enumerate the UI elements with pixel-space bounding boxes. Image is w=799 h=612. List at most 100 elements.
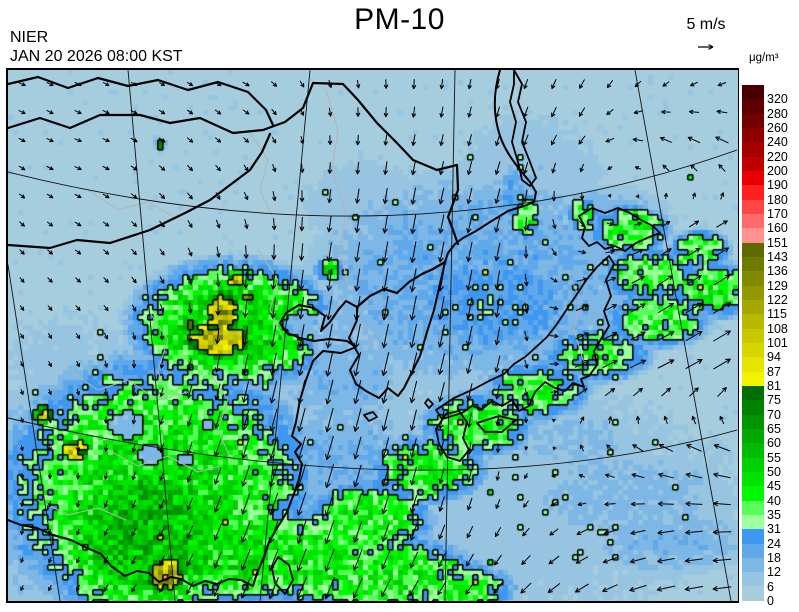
country-border-line [8,132,272,250]
legend-segment [742,142,764,157]
legend-segment [742,371,764,386]
legend-segment [742,500,764,515]
page-title: PM-10 [354,3,445,36]
wind-scale-arrow-icon [663,38,749,56]
legend-label: 129 [767,278,788,293]
country-border-line [8,81,460,246]
graticule-line [259,70,311,601]
country-border-line [8,75,275,127]
legend-label: 180 [767,192,788,207]
legend-segment [742,256,764,272]
mainland-coastline [8,70,537,587]
legend-label: 94 [767,350,781,365]
legend-label: 115 [767,307,787,322]
legend-label: 65 [767,422,781,436]
legend-segment [742,99,764,114]
island-taiwan [271,556,294,595]
legend-label: 160 [767,221,788,236]
legend-segment [742,299,764,315]
country-border-line [355,260,447,309]
legend-label: 190 [767,178,788,193]
island-hokkaido [578,207,661,252]
legend-label: 200 [767,164,788,178]
legend-segment [742,242,764,257]
legend-segment [742,185,764,200]
source-label: NIER [10,29,49,46]
legend-label: 108 [767,321,788,336]
admin-border-line [107,449,221,473]
legend-label: 320 [767,92,788,107]
legend-label: 12 [767,565,781,580]
legend-label: 101 [767,336,788,350]
legend-label: 136 [767,264,788,279]
legend-segment [742,228,764,243]
colorbar [742,85,764,601]
legend-segment [742,529,764,544]
legend-label: 87 [767,364,781,379]
legend-segment [742,170,764,186]
map-frame [6,68,739,603]
admin-border-line [359,321,375,349]
legend-segment [742,414,764,429]
legend-label: 75 [767,393,781,408]
legend-segment [742,113,764,128]
legend-segment [742,357,764,372]
legend-segment [742,127,764,143]
legend-label: 40 [767,493,781,508]
wind-scale-label: 5 m/s [686,16,726,33]
legend-segment [742,85,764,100]
graticule-line [444,70,456,601]
legend-label: 170 [767,207,788,221]
admin-border-line [67,369,189,401]
wind-arrow-shafts [18,78,732,600]
datetime-label: JAN 20 2026 08:00 KST [10,48,183,65]
legend-segment [742,156,764,171]
legend-segment [742,385,764,401]
graticule-line [634,70,732,601]
legend-label: 60 [767,436,781,451]
legend-label: 122 [767,293,788,307]
graticule-line [8,264,61,601]
island-honshu [435,255,615,420]
legend-label: 70 [767,407,781,422]
legend-segment [742,457,764,472]
island-tsushima [424,398,434,409]
legend-segment [742,314,764,329]
unit-label: μg/m³ [749,52,779,64]
legend-segment [742,586,764,601]
graticule-line [8,149,737,217]
legend-segment [742,428,764,444]
legend-label: 0 [767,594,774,608]
map-overlay [8,70,737,601]
graticule-line [127,70,176,601]
legend-label: 220 [767,149,788,164]
legend-segment [742,471,764,487]
legend-label: 55 [767,450,781,465]
island-shikoku [476,415,517,433]
legend-segment [742,514,764,530]
legend-label: 6 [767,579,774,594]
admin-border-line [37,499,127,521]
legend-segment [742,342,764,358]
legend-label: 240 [767,135,788,150]
legend-label: 45 [767,479,781,494]
legend-label: 18 [767,551,781,565]
legend-segment [742,557,764,573]
legend-segment [742,572,764,587]
legend-segment [742,400,764,415]
legend-label: 50 [767,465,781,479]
island-kyushu [435,410,470,462]
legend-segment [742,328,764,343]
island-sakhalin [509,70,537,187]
admin-border-line [325,89,349,285]
admin-border-line [257,249,285,341]
legend-label: 35 [767,508,781,522]
colorbar-labels: 320 280 260 240 220 200 190 180 170 160 151 143 136 1… [767,85,799,608]
graticule-line [8,417,737,471]
legend-segment [742,443,764,458]
admin-border-line [87,189,177,219]
legend-segment [742,543,764,558]
admin-border-line [567,269,584,361]
admin-border-line [247,129,275,221]
legend-label: 280 [767,106,788,121]
